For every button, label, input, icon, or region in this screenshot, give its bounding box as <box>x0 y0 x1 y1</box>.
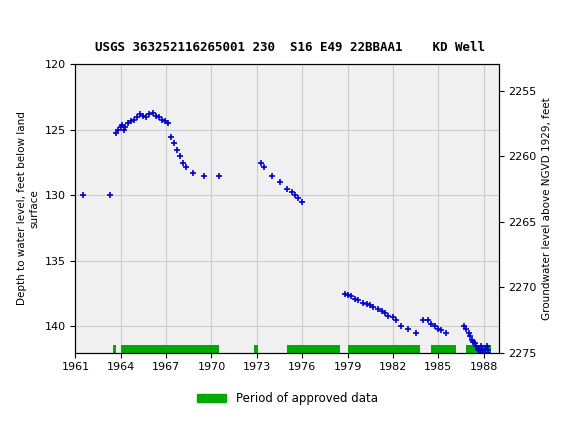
Y-axis label: Groundwater level above NGVD 1929, feet: Groundwater level above NGVD 1929, feet <box>542 97 553 320</box>
Bar <box>113 345 116 353</box>
Y-axis label: Depth to water level, feet below land
surface: Depth to water level, feet below land su… <box>17 112 39 305</box>
Bar <box>466 345 491 353</box>
Bar <box>347 345 420 353</box>
Text: ≡USGS: ≡USGS <box>12 16 70 35</box>
Bar <box>121 345 219 353</box>
Bar <box>431 345 456 353</box>
Legend: Period of approved data: Period of approved data <box>192 387 382 410</box>
Bar <box>254 345 258 353</box>
Bar <box>287 345 340 353</box>
Text: USGS 363252116265001 230  S16 E49 22BBAA1    KD Well: USGS 363252116265001 230 S16 E49 22BBAA1… <box>95 41 485 54</box>
